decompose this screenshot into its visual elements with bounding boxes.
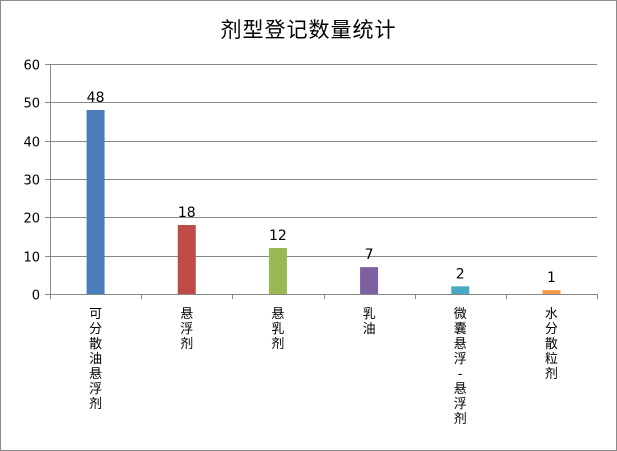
data-label: 1 <box>547 270 556 286</box>
y-tick-label: 40 <box>23 136 40 151</box>
axes <box>45 64 598 299</box>
data-label: 48 <box>87 90 105 106</box>
bars <box>86 110 561 294</box>
data-label: 18 <box>178 205 196 221</box>
y-tick-label: 20 <box>23 212 40 227</box>
y-tick-label: 60 <box>23 59 40 74</box>
bar <box>86 110 105 294</box>
y-tick-label: 50 <box>23 97 40 112</box>
gridlines <box>50 64 597 257</box>
bar <box>542 290 561 294</box>
data-label: 2 <box>456 266 465 282</box>
labels: 0 10 20 30 40 50 60 48 可分散油悬浮剂 18 悬浮剂 12 悬乳剂 7 乳油 2 微囊悬浮… <box>23 59 557 428</box>
y-tick-label: 10 <box>23 251 40 266</box>
x-tick-label: 微囊悬浮-悬浮剂 <box>454 307 467 427</box>
bar <box>360 267 379 294</box>
x-tick-label: 悬浮剂 <box>180 307 193 352</box>
data-label: 7 <box>365 247 374 263</box>
x-tick-label: 可分散油悬浮剂 <box>89 307 102 412</box>
bar <box>268 248 287 294</box>
bar <box>177 225 196 294</box>
y-tick-label: 0 <box>32 289 40 304</box>
x-tick-label: 悬乳剂 <box>271 307 284 352</box>
chart-title: 剂型登记数量统计 <box>220 18 397 42</box>
bar <box>451 286 470 294</box>
y-tick-label: 30 <box>23 174 40 189</box>
data-label: 12 <box>269 228 287 244</box>
x-tick-label: 乳油 <box>363 307 376 337</box>
x-tick-label: 水分散粒剂 <box>545 307 558 382</box>
